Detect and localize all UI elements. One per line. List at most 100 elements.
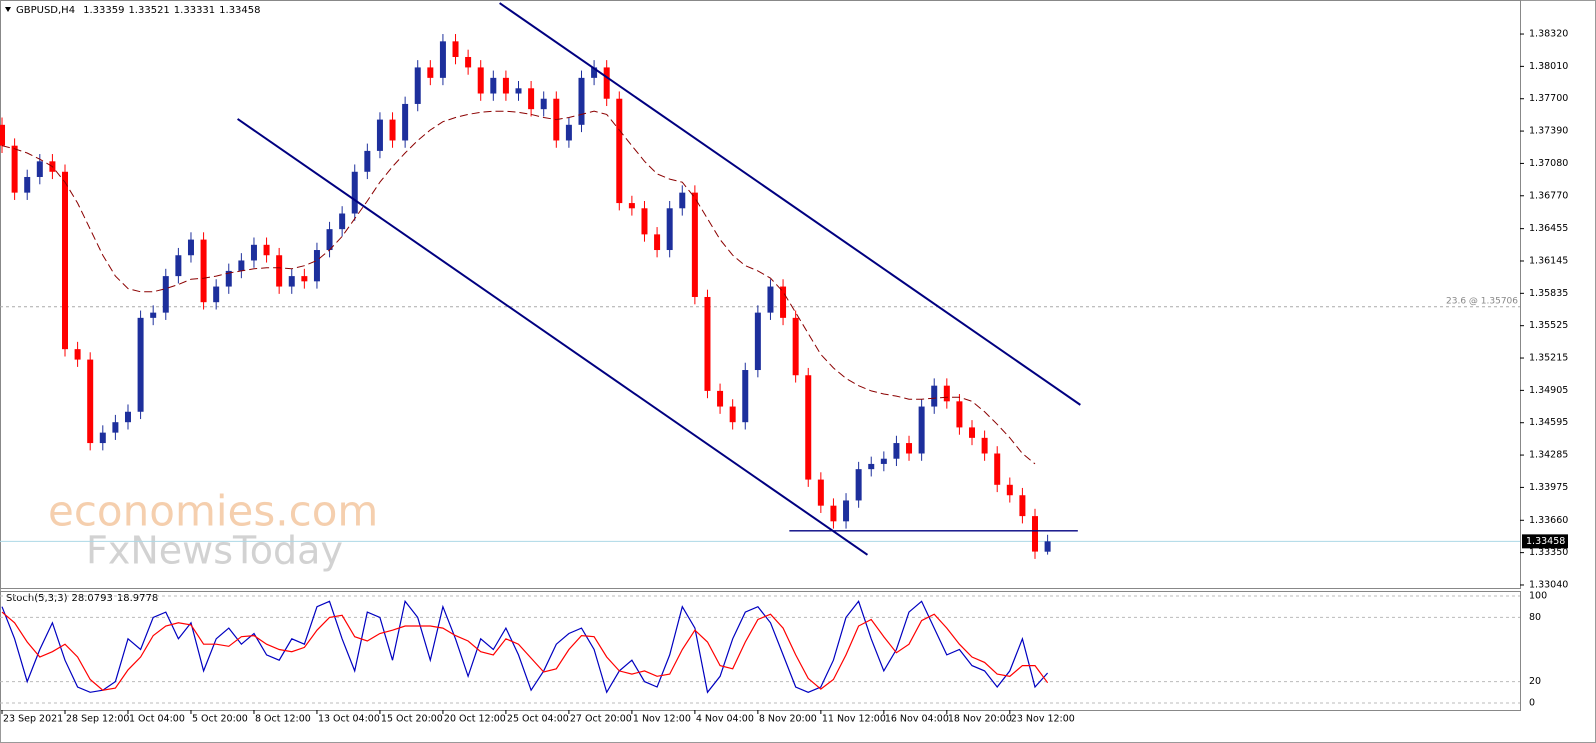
candle-body bbox=[175, 255, 182, 277]
y-tick-label: 1.37390 bbox=[1529, 126, 1568, 137]
y-tick-label: 1.38320 bbox=[1529, 29, 1568, 40]
x-tick-label: 11 Nov 12:00 bbox=[822, 714, 886, 725]
last-price-box bbox=[1522, 534, 1568, 549]
candle-body bbox=[238, 260, 245, 271]
x-tick-label: 28 Sep 12:00 bbox=[66, 714, 129, 725]
candle-body bbox=[402, 103, 409, 141]
candle-body bbox=[389, 119, 396, 141]
candle-body bbox=[137, 317, 144, 412]
x-tick-label: 1 Nov 12:00 bbox=[633, 714, 691, 725]
candle-body bbox=[717, 390, 724, 407]
y-tick-label: 1.35525 bbox=[1529, 320, 1568, 331]
candle-body bbox=[87, 359, 94, 444]
x-tick-label: 13 Oct 04:00 bbox=[318, 714, 380, 725]
candle-body bbox=[754, 312, 761, 371]
candle-body bbox=[351, 171, 358, 214]
candle-body bbox=[263, 244, 270, 256]
candle-body bbox=[843, 500, 850, 522]
y-tick-label: 1.36455 bbox=[1529, 223, 1568, 234]
y-tick-label: 1.33660 bbox=[1529, 515, 1568, 526]
candle-body bbox=[855, 469, 862, 501]
candle-body bbox=[490, 77, 497, 94]
candle-body bbox=[1044, 541, 1051, 552]
candle-body bbox=[1006, 484, 1013, 496]
candle-body bbox=[641, 208, 648, 235]
candle-body bbox=[817, 479, 824, 506]
candle-body bbox=[213, 286, 220, 303]
candle-body bbox=[74, 349, 81, 360]
candle-body bbox=[364, 150, 371, 172]
candle-body bbox=[603, 67, 610, 99]
x-tick-label: 8 Oct 12:00 bbox=[255, 714, 311, 725]
x-tick-label: 8 Nov 20:00 bbox=[759, 714, 817, 725]
candle-body bbox=[943, 385, 950, 402]
fib-label: 23.6 @ 1.35706 bbox=[1446, 296, 1518, 306]
watermark: economies.com bbox=[48, 487, 378, 536]
candle-body bbox=[465, 56, 472, 68]
y-tick-label: 1.33040 bbox=[1529, 579, 1568, 590]
candle-body bbox=[62, 171, 69, 350]
x-tick-label: 25 Oct 04:00 bbox=[507, 714, 569, 725]
x-tick-label: 15 Oct 20:00 bbox=[381, 714, 443, 725]
candle-body bbox=[981, 437, 988, 454]
candle-body bbox=[1019, 495, 1026, 517]
candle-body bbox=[591, 67, 598, 78]
candle-body bbox=[36, 161, 43, 177]
candle-body bbox=[124, 411, 131, 423]
trend-line bbox=[237, 118, 869, 556]
candle-body bbox=[11, 145, 18, 193]
candle-body bbox=[301, 276, 308, 282]
x-tick-label: 16 Nov 04:00 bbox=[885, 714, 949, 725]
candle-body bbox=[969, 427, 976, 438]
stoch-line bbox=[1, 599, 1049, 694]
y-tick-label: 1.34905 bbox=[1529, 385, 1568, 396]
x-tick-label: 1 Oct 04:00 bbox=[129, 714, 185, 725]
candle-body bbox=[666, 208, 673, 251]
y-tick-label: 80 bbox=[1529, 612, 1541, 623]
candle-body bbox=[628, 203, 635, 209]
menu-arrow bbox=[5, 7, 11, 12]
candle-body bbox=[994, 453, 1001, 485]
candle-body bbox=[250, 244, 257, 261]
candle-body bbox=[893, 443, 900, 459]
x-tick-label: 18 Nov 20:00 bbox=[948, 714, 1012, 725]
y-tick-label: 1.35835 bbox=[1529, 288, 1568, 299]
candle-body bbox=[439, 41, 446, 78]
x-tick-label: 20 Oct 12:00 bbox=[444, 714, 506, 725]
x-tick-label: 27 Oct 20:00 bbox=[570, 714, 632, 725]
x-tick-label: 23 Nov 12:00 bbox=[1011, 714, 1075, 725]
candle-body bbox=[956, 401, 963, 428]
y-tick-label: 1.35215 bbox=[1529, 353, 1568, 364]
candle-body bbox=[339, 213, 346, 230]
candle-body bbox=[162, 276, 169, 313]
candle-body bbox=[528, 88, 535, 110]
x-tick-label: 5 Oct 20:00 bbox=[192, 714, 248, 725]
candle-body bbox=[830, 505, 837, 522]
candle-body bbox=[112, 422, 119, 433]
main-header: GBPUSD,H4 1.33359 1.33521 1.33331 1.33458 bbox=[16, 5, 261, 16]
candle-body bbox=[1032, 516, 1039, 552]
candle-body bbox=[691, 192, 698, 297]
candle-body bbox=[931, 385, 938, 407]
last-price-label: 1.33458 bbox=[1526, 536, 1565, 547]
stoch-panel bbox=[0, 591, 1521, 711]
main-panel bbox=[0, 0, 1521, 589]
candle-body bbox=[918, 406, 925, 454]
y-tick-label: 1.34285 bbox=[1529, 450, 1568, 461]
y-tick-label: 1.36145 bbox=[1529, 255, 1568, 266]
candle-body bbox=[99, 432, 106, 444]
candle-body bbox=[187, 239, 194, 256]
candle-body bbox=[515, 88, 522, 94]
candle-body bbox=[729, 406, 736, 423]
candle-body bbox=[792, 317, 799, 376]
candle-body bbox=[868, 463, 875, 470]
candle-body bbox=[427, 67, 434, 78]
candle-body bbox=[288, 276, 295, 287]
candle-body bbox=[502, 77, 509, 94]
y-tick-label: 20 bbox=[1529, 676, 1541, 687]
x-tick-label: 23 Sep 2021 bbox=[3, 714, 63, 725]
y-tick-label: 1.34595 bbox=[1529, 417, 1568, 428]
stoch-header: Stoch(5,3,3) 28.0793 18.9778 bbox=[6, 593, 158, 604]
candle-body bbox=[540, 98, 547, 110]
candle-body bbox=[805, 375, 812, 480]
